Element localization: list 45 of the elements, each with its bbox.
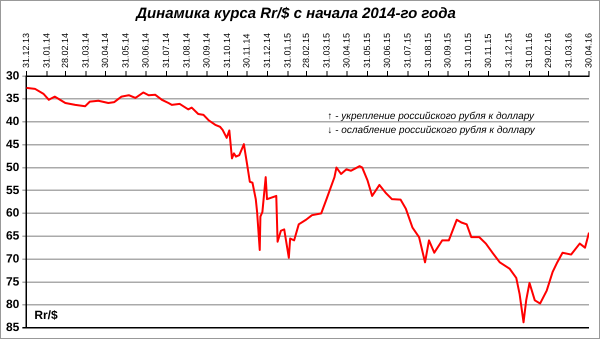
- y-tick-label: 50: [6, 160, 20, 174]
- y-tick-label: 65: [6, 228, 20, 243]
- y-tick-label: 60: [6, 206, 20, 220]
- y-tick-label: 80: [6, 297, 20, 312]
- y-tick-label: 70: [6, 251, 20, 266]
- y-tick-label: 35: [6, 91, 20, 106]
- annotation: ↓ - ослабление российского рубля к доллару: [327, 124, 536, 136]
- x-tick-label: 29.02.16: [543, 32, 554, 68]
- y-axis-title: Rr/$: [34, 308, 58, 322]
- x-tick-label: 31.01.14: [41, 32, 52, 68]
- annotation: ↑ - укрепление российского рубля к доллару: [327, 110, 535, 122]
- x-tick-label: 31.12.15: [503, 32, 514, 68]
- x-tick-label: 30.04.14: [100, 32, 110, 68]
- y-tick-label: 75: [6, 274, 20, 288]
- x-tick-label: 31.03.15: [322, 32, 332, 68]
- x-tick-label: 30.04.15: [342, 32, 352, 68]
- y-tick-label: 30: [6, 68, 20, 82]
- chart-title: Динамика курса Rr/$ с начала 2014-го года: [134, 5, 456, 22]
- x-tick-label: 31.01.16: [524, 32, 534, 68]
- y-tick-label: 85: [6, 320, 20, 334]
- x-tick-label: 31.12.14: [262, 32, 272, 68]
- x-tick-label: 30.06.15: [382, 32, 392, 68]
- x-tick-label: 31.10.14: [222, 32, 232, 68]
- x-tick-label: 31.08.15: [422, 32, 433, 68]
- x-tick-label: 31.03.16: [564, 32, 574, 68]
- y-tick-label: 55: [6, 182, 20, 197]
- x-tick-label: 31.05.14: [120, 32, 131, 68]
- x-tick-label: 31.08.14: [181, 32, 192, 68]
- x-tick-label: 31.07.15: [402, 32, 412, 68]
- x-tick-label: 30.04.16: [583, 32, 594, 68]
- x-tick-label: 30.11.15: [482, 34, 493, 68]
- x-tick-label: 30.09.15: [442, 32, 453, 68]
- y-tick-label: 40: [6, 114, 20, 128]
- x-tick-label: 30.09.14: [201, 32, 212, 68]
- x-tick-label: 31.07.14: [161, 32, 171, 68]
- x-tick-label: 31.12.13: [20, 32, 31, 68]
- x-tick-label: 28.02.15: [301, 32, 312, 68]
- x-tick-label: 30.11.14: [242, 34, 252, 68]
- x-tick-label: 31.03.14: [80, 32, 90, 68]
- x-tick-label: 30.06.14: [140, 32, 151, 68]
- x-tick-label: 28.02.14: [60, 32, 70, 68]
- x-tick-label: 31.10.15: [463, 32, 474, 68]
- x-tick-label: 31.05.15: [362, 32, 372, 68]
- y-tick-label: 45: [6, 136, 20, 151]
- x-tick-label: 31.01.15: [282, 32, 293, 68]
